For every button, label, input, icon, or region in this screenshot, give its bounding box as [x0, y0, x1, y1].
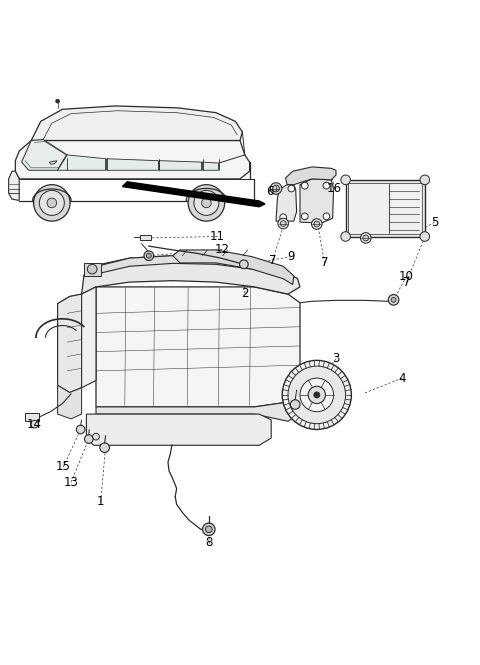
Text: 15: 15: [56, 460, 71, 473]
Circle shape: [240, 260, 248, 269]
Circle shape: [84, 435, 93, 444]
Circle shape: [301, 182, 308, 189]
Polygon shape: [84, 263, 101, 276]
Text: 5: 5: [431, 215, 438, 229]
Polygon shape: [173, 250, 294, 285]
Circle shape: [420, 175, 430, 185]
Polygon shape: [82, 256, 300, 294]
Circle shape: [56, 99, 60, 103]
Circle shape: [205, 526, 212, 533]
Text: 12: 12: [215, 243, 230, 256]
Text: 7: 7: [269, 254, 276, 267]
Circle shape: [280, 221, 286, 226]
Circle shape: [391, 297, 396, 303]
Circle shape: [314, 221, 320, 227]
Bar: [25, 413, 39, 422]
Text: 16: 16: [327, 182, 342, 195]
Circle shape: [290, 400, 300, 409]
Circle shape: [300, 378, 334, 412]
Circle shape: [202, 198, 211, 207]
Text: 11: 11: [210, 230, 225, 243]
Circle shape: [34, 185, 70, 221]
Circle shape: [288, 185, 295, 192]
Polygon shape: [58, 294, 82, 392]
Circle shape: [203, 523, 215, 535]
Polygon shape: [49, 161, 57, 164]
Circle shape: [282, 360, 351, 430]
Text: 10: 10: [399, 270, 414, 283]
Circle shape: [47, 198, 57, 207]
Polygon shape: [276, 185, 297, 221]
Circle shape: [341, 231, 350, 241]
Circle shape: [93, 434, 99, 440]
Circle shape: [31, 420, 38, 428]
Text: 8: 8: [205, 536, 213, 549]
Text: 9: 9: [288, 250, 295, 263]
Polygon shape: [58, 385, 82, 419]
Circle shape: [341, 175, 350, 185]
Polygon shape: [15, 140, 250, 179]
Circle shape: [308, 386, 325, 404]
Polygon shape: [122, 182, 265, 207]
Circle shape: [288, 366, 346, 424]
Text: 1: 1: [97, 495, 105, 508]
Circle shape: [301, 213, 308, 219]
Polygon shape: [58, 287, 96, 388]
Polygon shape: [107, 159, 158, 170]
Polygon shape: [203, 162, 218, 170]
Circle shape: [323, 213, 330, 219]
Text: 3: 3: [332, 352, 340, 365]
Polygon shape: [286, 167, 336, 185]
Text: 13: 13: [64, 475, 78, 489]
Circle shape: [314, 392, 320, 398]
Polygon shape: [101, 256, 252, 273]
Circle shape: [100, 443, 109, 452]
Polygon shape: [22, 140, 67, 170]
Circle shape: [363, 235, 369, 241]
Circle shape: [270, 183, 282, 194]
Bar: [348, 183, 422, 233]
Circle shape: [87, 265, 97, 274]
Bar: [10, 177, 18, 182]
Circle shape: [360, 233, 371, 243]
Circle shape: [194, 190, 219, 215]
Text: 14: 14: [27, 418, 42, 431]
Circle shape: [188, 185, 225, 221]
Polygon shape: [159, 161, 202, 170]
Polygon shape: [31, 106, 242, 140]
Polygon shape: [96, 287, 300, 407]
Text: 6: 6: [266, 186, 274, 198]
Circle shape: [312, 219, 322, 229]
Circle shape: [388, 295, 399, 305]
Circle shape: [280, 214, 287, 221]
Bar: [346, 180, 425, 237]
Circle shape: [278, 218, 288, 229]
Bar: [140, 235, 151, 240]
Text: 7: 7: [321, 257, 328, 269]
Text: 2: 2: [241, 287, 249, 300]
Polygon shape: [9, 171, 19, 201]
Text: 4: 4: [398, 372, 406, 384]
Polygon shape: [58, 155, 106, 170]
Polygon shape: [300, 179, 334, 223]
Circle shape: [323, 182, 330, 189]
Circle shape: [273, 185, 279, 192]
Circle shape: [146, 253, 151, 258]
Circle shape: [144, 251, 154, 261]
Polygon shape: [86, 414, 271, 446]
Text: 7: 7: [403, 275, 410, 289]
Circle shape: [76, 425, 85, 434]
Circle shape: [39, 190, 64, 215]
Circle shape: [420, 231, 430, 241]
Polygon shape: [96, 402, 300, 422]
